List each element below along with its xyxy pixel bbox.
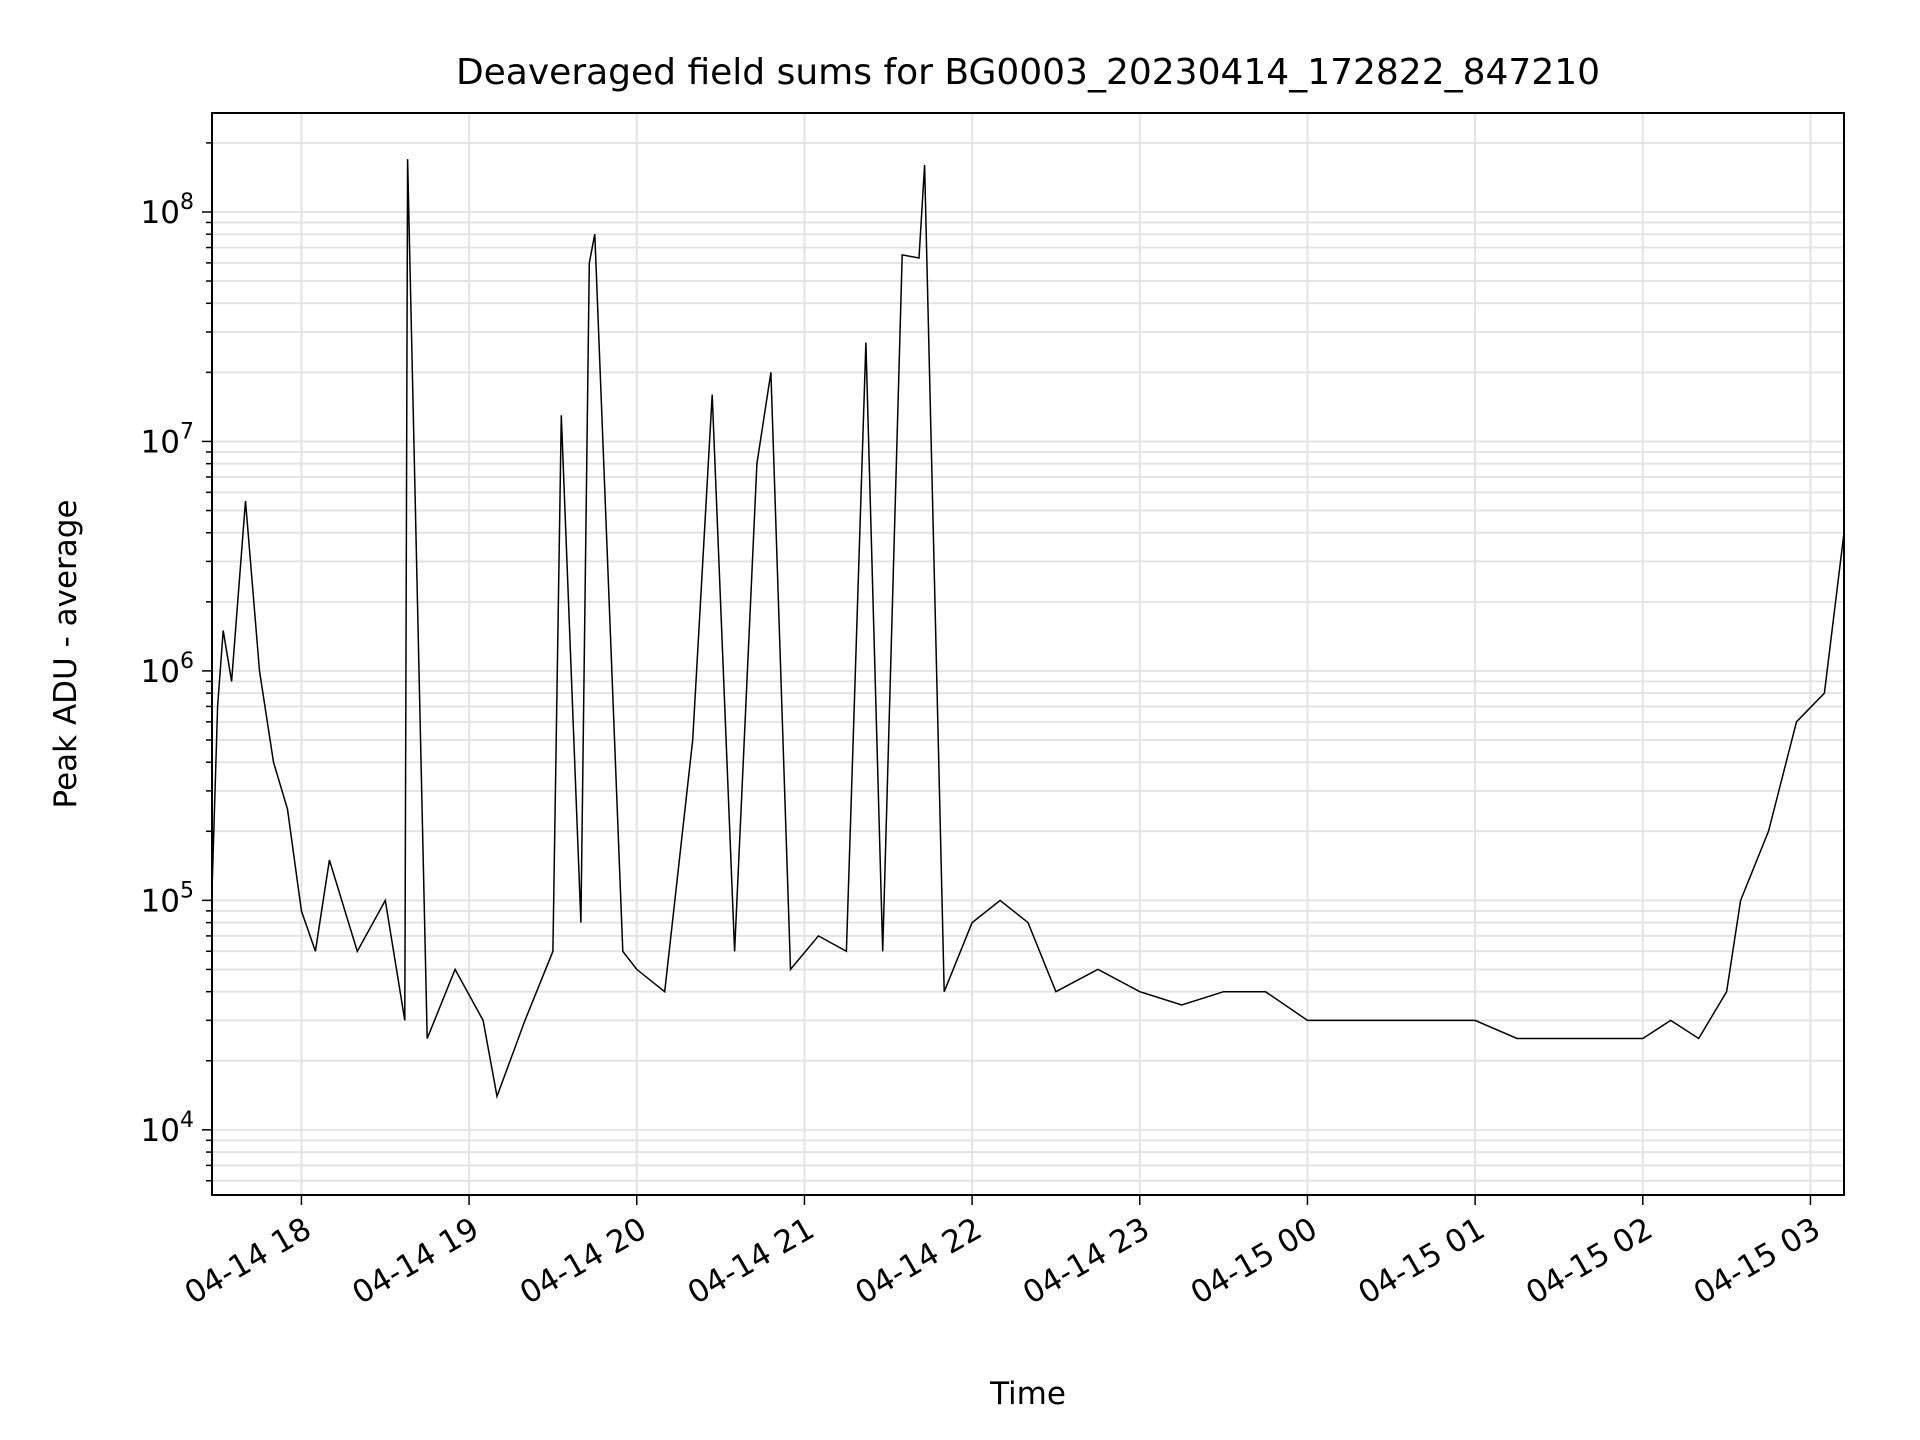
- y-tick-base: 10: [141, 195, 180, 231]
- series-layer: [211, 159, 1845, 1100]
- y-tick-base: 10: [141, 424, 180, 460]
- y-tick-exponent: 4: [180, 1108, 194, 1133]
- y-tick-base: 10: [141, 1113, 180, 1149]
- y-tick-base: 10: [141, 654, 180, 690]
- y-tick-label: 105: [141, 878, 194, 919]
- y-tick-exponent: 7: [180, 419, 194, 444]
- y-tick-exponent: 8: [180, 190, 194, 215]
- y-tick-exponent: 5: [180, 878, 194, 903]
- chart-title: Deaveraged field sums for BG0003_2023041…: [456, 52, 1600, 93]
- x-axis-label: Time: [989, 1376, 1066, 1412]
- grid: [212, 113, 1844, 1195]
- y-tick-label: 104: [141, 1108, 194, 1149]
- y-tick-label: 106: [141, 649, 194, 690]
- y-tick-base: 10: [141, 883, 180, 919]
- y-axis-label: Peak ADU - average: [48, 499, 84, 808]
- y-tick-label: 107: [141, 419, 194, 460]
- series-line: [211, 159, 1845, 1100]
- y-tick-exponent: 6: [180, 649, 194, 674]
- plot-area-frame: [211, 112, 1845, 1196]
- y-tick-label: 108: [141, 190, 194, 231]
